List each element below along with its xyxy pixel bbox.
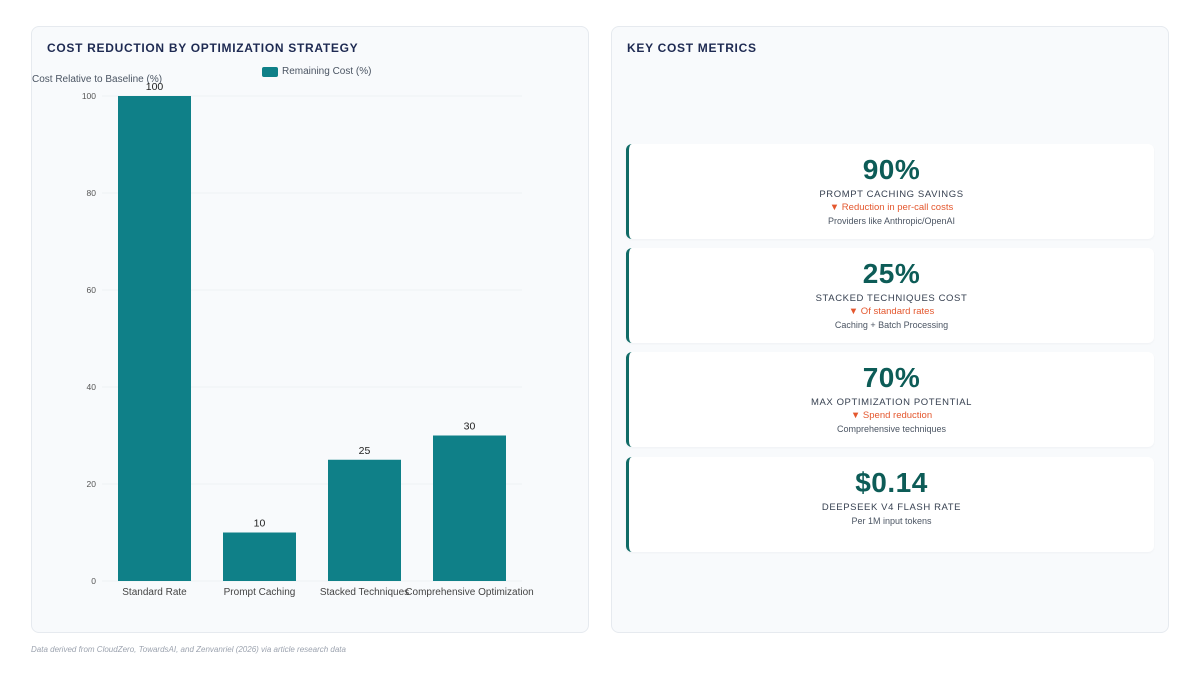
- metric-label: STACKED TECHNIQUES COST: [815, 293, 968, 304]
- metric-note: Caching + Batch Processing: [834, 320, 949, 330]
- metric-label: DEEPSEEK V4 FLASH RATE: [821, 502, 962, 513]
- metric-value: $0.14: [855, 467, 928, 498]
- metric-value: 90%: [862, 154, 921, 185]
- metric-label: PROMPT CACHING SAVINGS: [819, 189, 964, 200]
- metric-delta: ▼ Of standard rates: [848, 306, 935, 317]
- x-tick-label: Prompt Caching: [224, 587, 296, 598]
- y-axis-label: Cost Relative to Baseline (%): [32, 74, 163, 85]
- metric-card-max-optimization: 70% MAX OPTIMIZATION POTENTIAL ▼ Spend r…: [626, 352, 1154, 447]
- chart-legend[interactable]: Remaining Cost (%): [262, 66, 371, 77]
- metric-delta: ▼ Reduction in per-call costs: [829, 202, 954, 213]
- bar: [118, 96, 191, 581]
- y-tick-label: 20: [87, 479, 97, 489]
- metrics-title: KEY COST METRICS: [627, 41, 757, 55]
- data-label: 30: [464, 421, 476, 433]
- x-tick-label: Standard Rate: [122, 587, 187, 598]
- y-tick-label: 40: [87, 382, 97, 392]
- x-tick-label: Stacked Techniques: [320, 587, 409, 598]
- legend-label: Remaining Cost (%): [282, 66, 372, 77]
- legend-swatch: [262, 66, 278, 77]
- y-tick-label: 80: [87, 188, 97, 198]
- data-label: 100: [146, 81, 164, 93]
- bar: [328, 459, 401, 581]
- y-tick-label: 100: [82, 91, 96, 101]
- y-tick-label: 0: [91, 576, 96, 586]
- data-label: 25: [359, 445, 371, 457]
- source-footnote: Data derived from CloudZero, TowardsAI, …: [31, 645, 346, 654]
- metric-note: Comprehensive techniques: [836, 424, 947, 434]
- metric-value: 70%: [862, 362, 921, 393]
- metric-note: Providers like Anthropic/OpenAI: [827, 216, 956, 226]
- metrics-panel: KEY COST METRICS 90% PROMPT CACHING SAVI…: [611, 26, 1169, 633]
- metric-delta: ▼ Spend reduction: [850, 410, 933, 421]
- metric-card-deepseek-rate: $0.14 DEEPSEEK V4 FLASH RATE Per 1M inpu…: [626, 457, 1154, 552]
- chart-panel: COST REDUCTION BY OPTIMIZATION STRATEGY …: [31, 26, 589, 633]
- metric-note: Per 1M input tokens: [851, 516, 932, 526]
- metric-card-prompt-caching: 90% PROMPT CACHING SAVINGS ▼ Reduction i…: [626, 144, 1154, 239]
- metric-card-stacked-techniques: 25% STACKED TECHNIQUES COST ▼ Of standar…: [626, 248, 1154, 343]
- metric-label: MAX OPTIMIZATION POTENTIAL: [810, 397, 973, 408]
- x-tick-label: Comprehensive Optimization: [405, 587, 533, 598]
- chart-title: COST REDUCTION BY OPTIMIZATION STRATEGY: [47, 41, 359, 55]
- bar-chart: 0 20 40 60 80 100 100 Standard Rate 10 Prompt Cac…: [82, 81, 534, 598]
- data-label: 10: [254, 518, 266, 530]
- bar: [433, 435, 506, 581]
- metric-value: 25%: [862, 258, 921, 289]
- y-tick-label: 60: [87, 285, 97, 295]
- bar: [223, 532, 296, 581]
